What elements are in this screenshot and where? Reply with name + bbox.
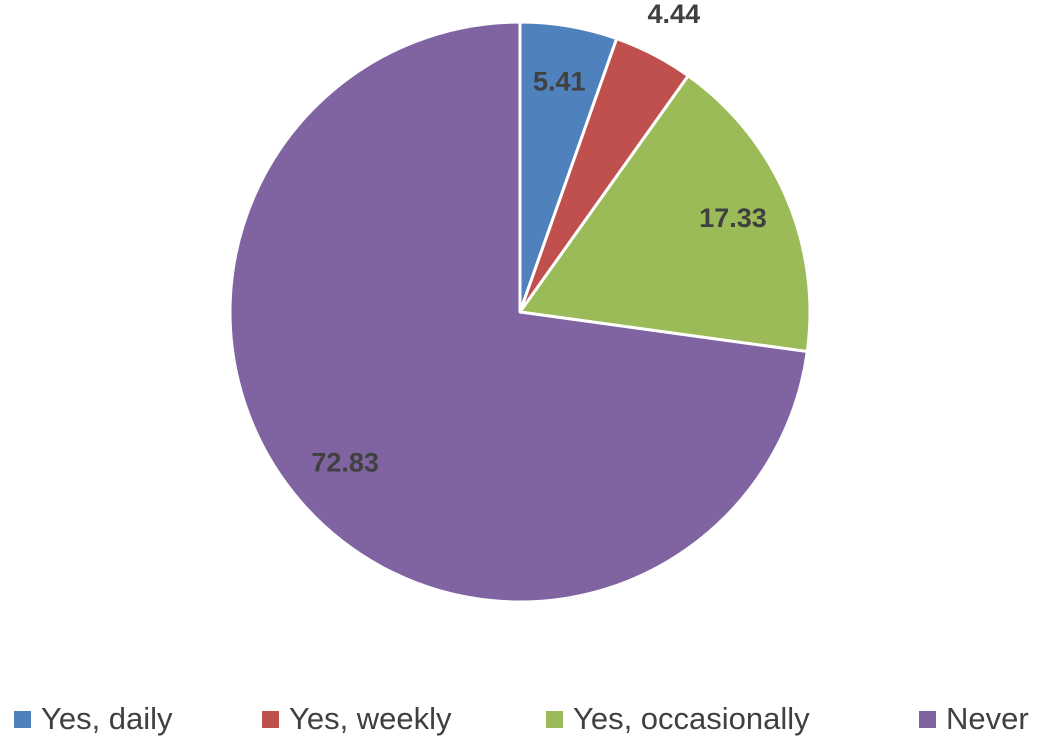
legend-swatch [14,711,31,728]
data-label: 5.41 [533,66,586,96]
pie-slice [228,20,809,604]
legend-swatch [262,711,279,728]
legend-label: Never [946,701,1029,736]
legend-label: Yes, daily [41,701,173,736]
legend-label: Yes, weekly [289,701,452,736]
legend-swatch [919,711,936,728]
legend-swatch [546,711,563,728]
legend-label: Yes, occasionally [573,701,810,736]
data-label: 4.44 [648,0,701,29]
data-label: 72.83 [311,448,379,478]
pie-slice [518,74,812,354]
data-label: 17.33 [699,203,767,233]
